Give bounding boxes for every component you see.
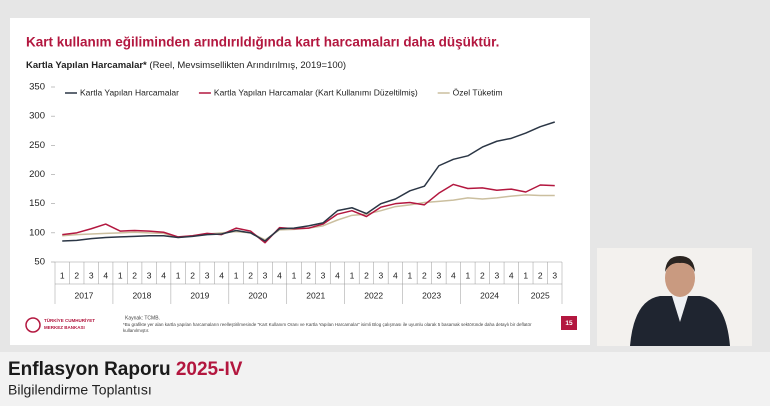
x-tick-label: 3 [552, 270, 557, 280]
x-tick-label: 4 [219, 270, 224, 280]
y-tick-label: 100 [29, 227, 45, 238]
x-tick-label: 4 [103, 270, 108, 280]
x-tick-label: 2 [538, 270, 543, 280]
year-label: 2020 [248, 290, 267, 300]
x-tick-label: 4 [277, 270, 282, 280]
banner-title-accent: 2025-IV [176, 359, 243, 380]
x-tick-label: 2 [190, 270, 195, 280]
x-tick-label: 2 [364, 270, 369, 280]
banner-title-main: Enflasyon Raporu [8, 359, 176, 380]
y-tick-label: 300 [29, 111, 45, 122]
y-tick-label: 50 [34, 257, 45, 268]
slide-title: Kart kullanım eğiliminden arındırıldığın… [26, 35, 499, 50]
x-tick-label: 2 [132, 270, 137, 280]
speaker-shirt [672, 296, 688, 322]
x-tick-label: 1 [60, 270, 65, 280]
x-tick-label: 4 [393, 270, 398, 280]
year-label: 2025 [531, 290, 550, 300]
x-tick-label: 1 [465, 270, 470, 280]
year-label: 2023 [422, 290, 441, 300]
banner-subtitle: Bilgilendirme Toplantısı [8, 382, 152, 398]
x-tick-label: 1 [234, 270, 239, 280]
series-line [62, 121, 555, 242]
speaker-video [597, 248, 752, 346]
x-tick-label: 1 [118, 270, 123, 280]
y-tick-label: 200 [29, 169, 45, 180]
x-tick-label: 4 [509, 270, 514, 280]
x-tick-label: 3 [89, 270, 94, 280]
logo-text: TÜRKİYE CUMHURİYET [44, 317, 95, 323]
page-number-box [561, 316, 577, 330]
slide [10, 18, 590, 345]
year-label: 2024 [480, 290, 499, 300]
x-tick-label: 2 [422, 270, 427, 280]
x-tick-label: 3 [437, 270, 442, 280]
x-tick-label: 2 [248, 270, 253, 280]
x-tick-label: 1 [408, 270, 413, 280]
y-tick-label: 350 [29, 82, 45, 93]
x-tick-label: 3 [205, 270, 210, 280]
year-label: 2018 [132, 290, 151, 300]
footnote-box: *Bu grafikte yer alan kartla yapılan har… [123, 322, 532, 333]
banner-title: Enflasyon Raporu 2025-IV [8, 359, 243, 380]
page-number: 15 [565, 320, 573, 327]
speaker-hair [665, 256, 695, 272]
x-tick-label: 2 [74, 270, 79, 280]
logo: TÜRKİYE CUMHURİYET MERKEZ BANKASI [25, 317, 95, 333]
x-tick-label: 2 [480, 270, 485, 280]
x-tick-label: 3 [263, 270, 268, 280]
speaker-face [665, 259, 695, 297]
legend-label: Kartla Yapılan Harcamalar (Kart Kullanım… [214, 87, 418, 97]
y-tick-label: 250 [29, 140, 45, 151]
year-label: 2021 [306, 290, 325, 300]
source: Kaynak: TCMB. [125, 315, 160, 321]
x-tick-label: 4 [335, 270, 340, 280]
footnote: *Bu grafikte yer alan kartla yapılan har… [123, 322, 532, 333]
logo-mark [25, 317, 41, 333]
x-tick-label: 3 [379, 270, 384, 280]
x-tick-label: 1 [350, 270, 355, 280]
x-tick-label: 4 [161, 270, 166, 280]
chart-subtitle: Kartla Yapılan Harcamalar* (Reel, Mevsim… [26, 60, 346, 71]
legend-label: Özel Tüketim [453, 87, 503, 97]
x-tick-label: 4 [451, 270, 456, 280]
x-tick-label: 3 [321, 270, 326, 280]
x-tick-label: 3 [494, 270, 499, 280]
year-label: 2019 [190, 290, 209, 300]
year-label: 2022 [364, 290, 383, 300]
x-tick-label: 2 [306, 270, 311, 280]
x-tick-label: 3 [147, 270, 152, 280]
x-tick-label: 1 [292, 270, 297, 280]
subtitle-rest: (Reel, Mevsimsellikten Arındırılmış, 201… [147, 60, 346, 71]
subtitle-bold: Kartla Yapılan Harcamalar* [26, 60, 147, 71]
banner [0, 352, 770, 406]
series-line [62, 183, 555, 244]
x-tick-label: 1 [176, 270, 181, 280]
y-tick-label: 150 [29, 198, 45, 209]
logo-text: MERKEZ BANKASI [44, 325, 85, 330]
legend-label: Kartla Yapılan Harcamalar [80, 87, 179, 97]
year-label: 2017 [75, 290, 94, 300]
x-tick-label: 1 [523, 270, 528, 280]
